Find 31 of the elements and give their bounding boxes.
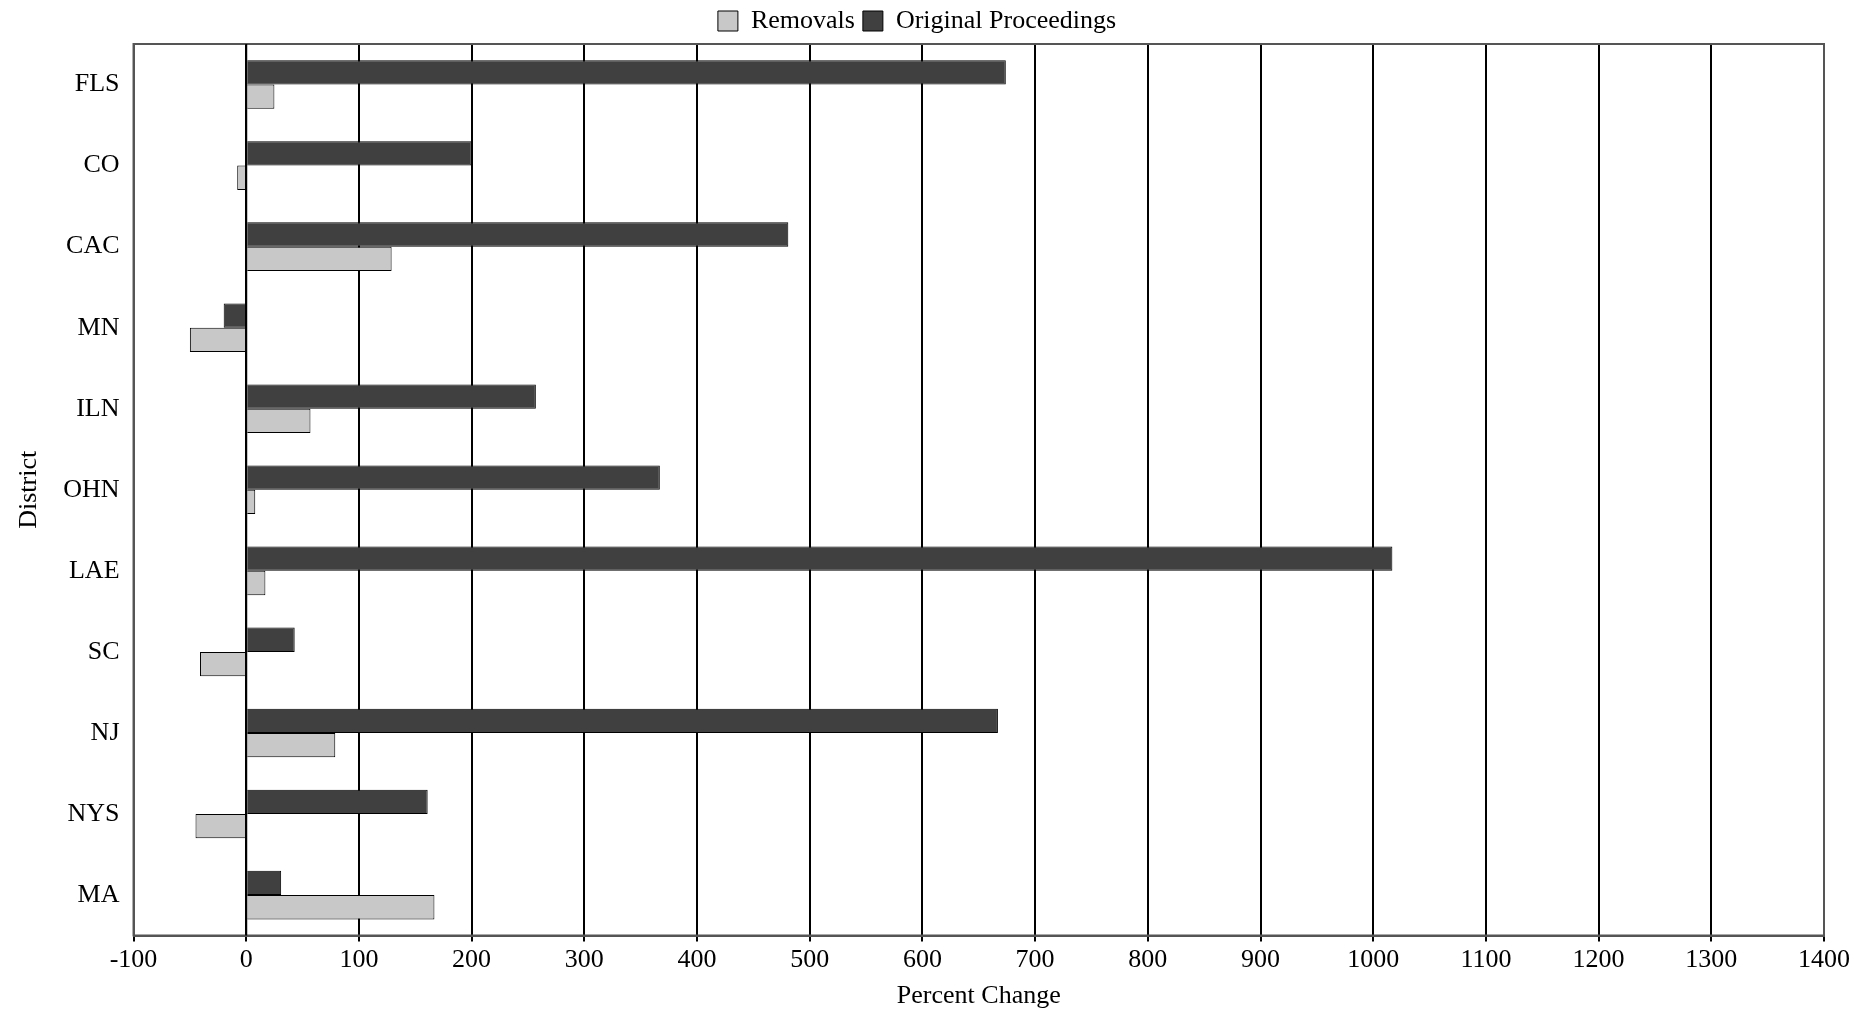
x-tick-label: 400 — [677, 944, 717, 974]
y-axis-title: District — [13, 450, 43, 529]
y-tick-label: NJ — [90, 716, 120, 746]
x-tick-label: 1100 — [1460, 944, 1512, 974]
x-tick-label: 1400 — [1798, 944, 1850, 974]
x-tick-label: 1000 — [1347, 944, 1400, 974]
x-tick-label: 1300 — [1685, 944, 1738, 974]
y-tick-label: OHN — [63, 473, 120, 503]
x-tick-label: -100 — [109, 944, 158, 974]
y-tick-label: CO — [83, 149, 120, 179]
y-tick-label: SC — [87, 635, 120, 665]
y-tick-label: NYS — [67, 797, 120, 827]
y-tick-label: MN — [77, 311, 120, 341]
y-tick-label: LAE — [68, 554, 120, 584]
x-axis-title: Percent Change — [896, 980, 1061, 1010]
x-tick-label: 800 — [1128, 944, 1168, 974]
x-tick-label: 1200 — [1572, 944, 1625, 974]
y-tick-label: CAC — [66, 230, 120, 260]
x-tick-label: 600 — [902, 944, 942, 974]
legend-label: Removals — [750, 4, 855, 34]
x-tick-label: 900 — [1241, 944, 1281, 974]
x-tick-label: 500 — [790, 944, 830, 974]
x-tick-label: 100 — [339, 944, 379, 974]
legend-label: Original Proceedings — [895, 4, 1117, 34]
x-tick-label: 0 — [239, 944, 253, 974]
x-tick-label: 200 — [452, 944, 492, 974]
y-tick-label: FLS — [74, 68, 120, 98]
y-tick-label: ILN — [76, 392, 120, 422]
x-tick-label: 700 — [1015, 944, 1055, 974]
x-tick-label: 300 — [564, 944, 604, 974]
y-tick-label: MA — [77, 878, 120, 908]
